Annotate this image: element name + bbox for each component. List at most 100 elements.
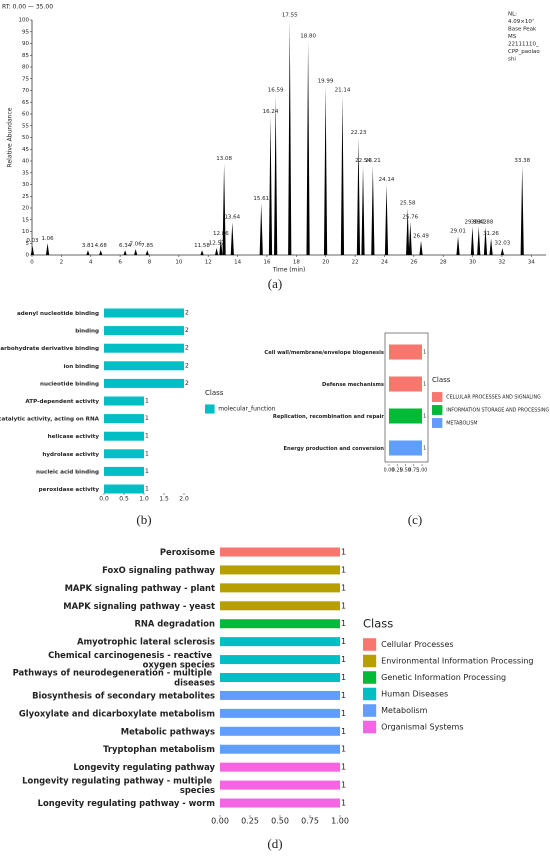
value-label: 1 [341, 691, 346, 700]
value-label: 1 [341, 601, 346, 610]
peak [123, 250, 127, 255]
peak-label: 23.21 [365, 158, 381, 164]
annotation: NL: [508, 12, 517, 18]
bar [220, 726, 340, 736]
peak [274, 95, 278, 255]
peak [419, 240, 423, 255]
annotation: MS [508, 34, 517, 40]
x-tick-label: 0.50 [400, 468, 411, 474]
legend-swatch [432, 418, 443, 428]
value-label: 1 [423, 382, 426, 388]
y-tick-label: 85 [22, 53, 29, 59]
y-tick-label: 35 [22, 170, 29, 176]
category-label: Peroxisome [160, 547, 215, 557]
bar [104, 484, 144, 494]
bar [220, 565, 340, 575]
panel-label: (d) [267, 836, 282, 851]
annotation: CPP_paolao [508, 49, 540, 55]
peak [323, 85, 328, 255]
y-tick-label: 10 [22, 229, 29, 235]
legend-swatch [432, 405, 443, 415]
peak-label: 7.06 [130, 242, 143, 248]
bar [389, 376, 422, 392]
category-label: peroxidase activity [39, 487, 100, 493]
peak-label: 1.06 [41, 236, 54, 242]
bar [389, 344, 422, 360]
value-label: 1 [145, 433, 149, 440]
x-axis-label: Time (min) [272, 267, 306, 274]
peak-label: 31.26 [483, 231, 499, 237]
peak [145, 250, 149, 255]
bar [220, 601, 340, 611]
category-label: helicase activity [48, 434, 100, 440]
value-label: 2 [185, 380, 189, 387]
x-tick-label: 6 [118, 260, 122, 266]
value-label: 1 [341, 673, 346, 682]
bar [220, 744, 340, 754]
category-label: hydrolase activity [42, 451, 99, 457]
peak-label: 25.76 [402, 215, 418, 221]
peak-label: 16.59 [268, 88, 284, 94]
category-label: Metabolic pathways [121, 726, 215, 736]
category-label: binding [75, 328, 99, 334]
peak-label: 18.80 [300, 34, 316, 40]
peak-label: 32.03 [495, 240, 511, 246]
legend-label: CELLULAR PROCESSES AND SIGNALING [446, 395, 541, 401]
x-tick-label: 0 [30, 260, 34, 266]
x-tick-label: 32 [498, 260, 505, 266]
y-tick-label: 5 [26, 241, 30, 247]
bar [389, 408, 422, 424]
value-label: 1 [341, 745, 346, 754]
bar [220, 798, 340, 808]
x-tick-label: 0.0 [99, 496, 109, 503]
peak [306, 41, 310, 256]
peak [340, 95, 345, 255]
value-label: 1 [341, 619, 346, 628]
legend-label: METABOLISM [446, 421, 477, 427]
value-label: 1 [341, 565, 346, 574]
peak [288, 20, 292, 255]
peak [230, 222, 234, 255]
peak-label: 12.57 [209, 240, 225, 246]
value-label: 1 [341, 548, 346, 557]
peak-label: 13.08 [216, 156, 232, 162]
peak-label: 16.24 [263, 109, 279, 115]
peak-label: 24.14 [379, 177, 395, 183]
y-tick-label: 55 [22, 123, 29, 129]
legend-swatch [363, 654, 377, 668]
value-label: 1 [341, 727, 346, 736]
x-tick-label: 0.50 [271, 817, 289, 826]
bar [104, 414, 144, 424]
value-label: 1 [145, 468, 149, 475]
peak-label: 0.03 [26, 238, 39, 244]
value-label: 2 [185, 345, 189, 352]
x-tick-label: 0.25 [392, 468, 403, 474]
category-label: Longevity regulating pathway [73, 762, 215, 772]
peak [219, 238, 223, 255]
category-label: Cell wall/membrane/envelope biogenesis [264, 350, 384, 356]
bar [220, 655, 340, 665]
category-label: Longevity regulating pathway - worm [38, 798, 216, 808]
x-tick-label: 0.75 [408, 468, 419, 474]
bar [389, 440, 422, 456]
peak [470, 226, 475, 255]
bar [104, 466, 144, 476]
value-label: 1 [423, 414, 426, 420]
bar [104, 361, 184, 371]
plot-frame [384, 332, 429, 463]
y-tick-label: 45 [22, 147, 29, 153]
peak [477, 226, 481, 255]
peak [384, 184, 389, 255]
y-tick-label: 0 [26, 253, 30, 259]
category-label: Amyotrophic lateral sclerosis [77, 636, 215, 646]
peak-label: 3.81 [82, 243, 94, 249]
value-label: 1 [341, 709, 346, 718]
x-tick-label: 34 [528, 260, 535, 266]
category-label: Glyoxylate and dicarboxylate metabolism [19, 708, 215, 718]
x-tick-label: 22 [352, 260, 359, 266]
peak-label: 25.58 [400, 201, 416, 207]
category-label: nucleotide binding [40, 381, 99, 387]
x-tick-label: 0.00 [211, 817, 229, 826]
peak [214, 247, 219, 255]
